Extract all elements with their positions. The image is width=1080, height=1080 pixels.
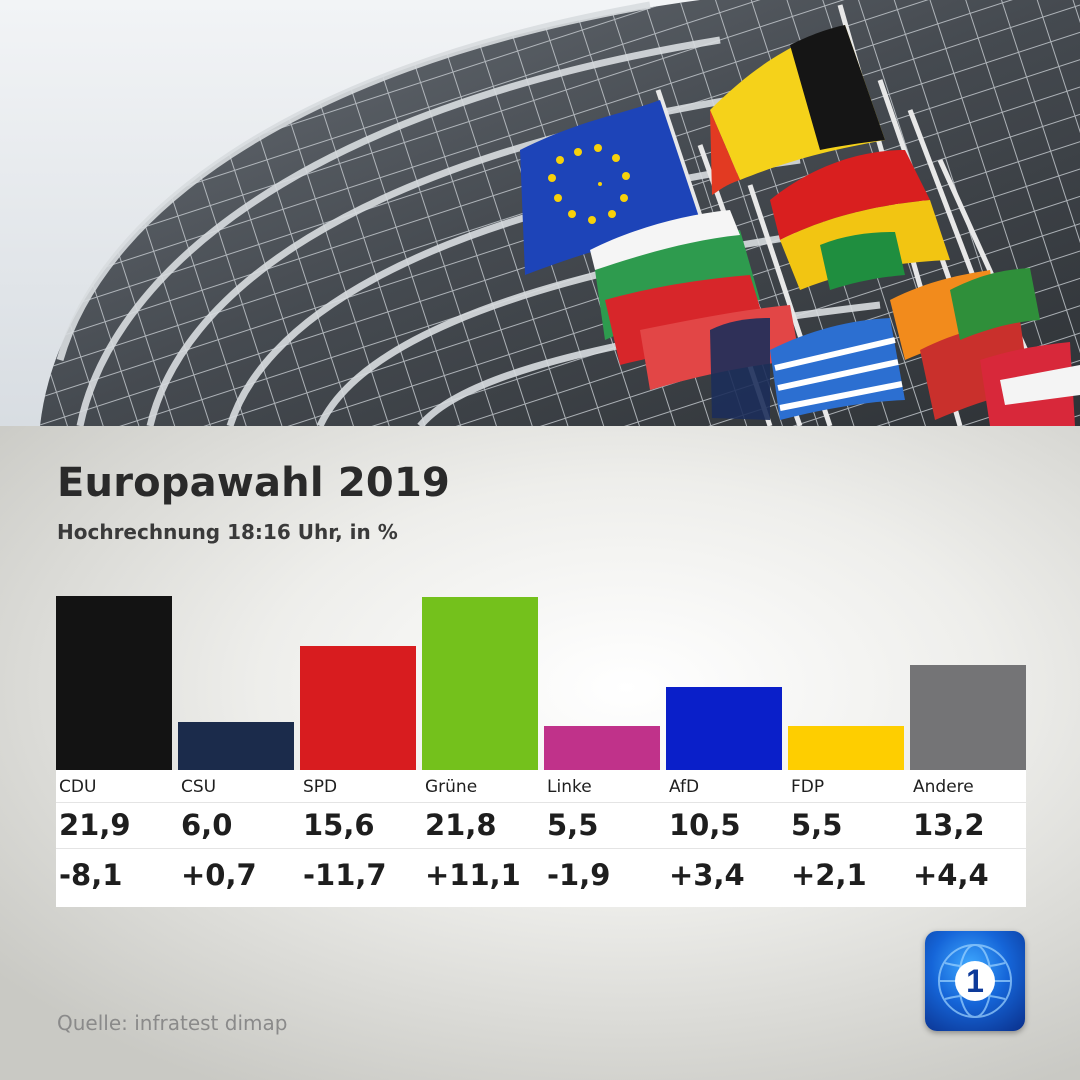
change-label-fdp: +2,1	[791, 858, 867, 892]
bar-grüne	[422, 597, 538, 770]
party-label-linke: Linke	[547, 777, 592, 797]
change-label-andere: +4,4	[913, 858, 989, 892]
change-label-csu: +0,7	[181, 858, 257, 892]
bar-cdu	[56, 596, 172, 770]
bar-csu	[178, 722, 294, 770]
party-label-cdu: CDU	[59, 777, 97, 797]
party-label-spd: SPD	[303, 777, 338, 797]
result-label-andere: 13,2	[913, 808, 985, 842]
parliament-flags-image	[0, 0, 1080, 426]
change-label-cdu: -8,1	[59, 858, 123, 892]
change-label-afd: +3,4	[669, 858, 745, 892]
results-table: CDU CSU SPD Grüne Linke AfD FDP Andere 21,9 6,0 1…	[56, 770, 1026, 907]
chart-subtitle: Hochrechnung 18:16 Uhr, in %	[57, 520, 398, 544]
tagesschau-logo-icon: 1	[925, 931, 1025, 1031]
result-label-fdp: 5,5	[791, 808, 843, 842]
party-label-fdp: FDP	[791, 777, 825, 797]
bar-fdp	[788, 726, 904, 770]
result-label-grüne: 21,8	[425, 808, 497, 842]
chart-title: Europawahl 2019	[57, 460, 451, 506]
chart-panel: Europawahl 2019 Hochrechnung 18:16 Uhr, …	[0, 426, 1080, 1080]
bar-chart	[56, 596, 1026, 770]
bar-afd	[666, 687, 782, 770]
change-label-grüne: +11,1	[425, 858, 521, 892]
result-label-afd: 10,5	[669, 808, 741, 842]
globe-icon: 1	[938, 944, 1012, 1018]
result-label-linke: 5,5	[547, 808, 599, 842]
header-photo	[0, 0, 1080, 426]
source-note: Quelle: infratest dimap	[57, 1011, 288, 1035]
result-label-cdu: 21,9	[59, 808, 131, 842]
bar-linke	[544, 726, 660, 770]
logo-number: 1	[966, 963, 984, 999]
party-label-grüne: Grüne	[425, 777, 478, 797]
change-label-spd: -11,7	[303, 858, 387, 892]
result-label-spd: 15,6	[303, 808, 375, 842]
party-label-andere: Andere	[913, 777, 974, 797]
bar-andere	[910, 665, 1026, 770]
row-divider	[56, 802, 1026, 803]
result-label-csu: 6,0	[181, 808, 233, 842]
party-label-afd: AfD	[669, 777, 700, 797]
bar-spd	[300, 646, 416, 770]
row-divider	[56, 848, 1026, 849]
change-label-linke: -1,9	[547, 858, 611, 892]
party-label-csu: CSU	[181, 777, 217, 797]
